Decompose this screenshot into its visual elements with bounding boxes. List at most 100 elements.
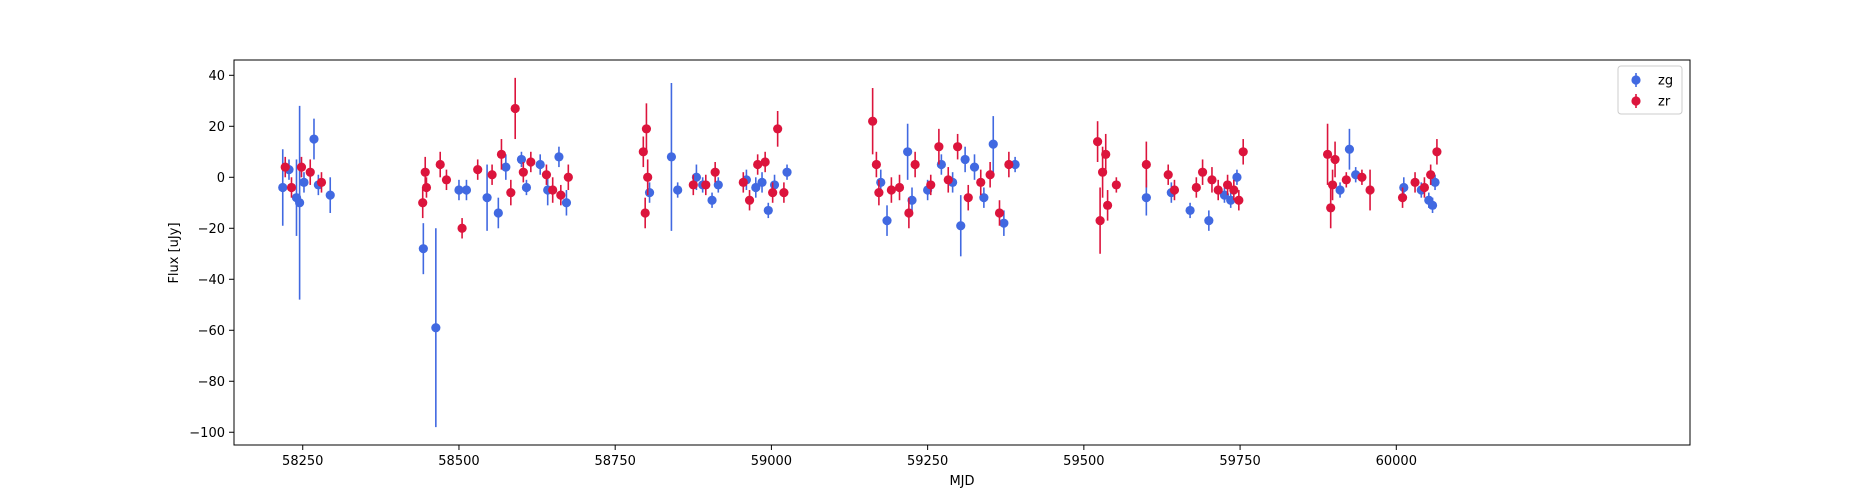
data-point (979, 193, 989, 203)
data-point (418, 244, 428, 254)
data-point (325, 190, 335, 200)
data-point (1204, 216, 1214, 226)
data-point (943, 175, 953, 185)
x-tick-label: 58500 (438, 454, 479, 469)
legend-point-marker (1631, 75, 1641, 85)
x-axis-label: MJD (949, 474, 974, 489)
data-point (976, 177, 986, 187)
data-point (1426, 170, 1436, 180)
data-point (1101, 149, 1111, 159)
data-point (1111, 180, 1121, 190)
data-point (673, 185, 683, 195)
data-point (1330, 154, 1340, 165)
data-point (1427, 200, 1438, 210)
data-point (1430, 177, 1440, 187)
data-point (1419, 182, 1430, 193)
data-point (773, 124, 783, 134)
data-point (518, 167, 528, 177)
y-axis-label: Flux [uJy] (167, 222, 182, 283)
data-point (894, 182, 905, 193)
data-point (641, 124, 652, 134)
data-point (1432, 147, 1442, 157)
data-point (299, 177, 309, 187)
data-point (1397, 193, 1408, 203)
data-point (886, 185, 896, 195)
data-point (782, 167, 792, 177)
y-axis-ticks: −100 −80 −60 −40 −20 0 20 40 (189, 69, 234, 441)
data-point (876, 177, 886, 187)
legend-label: zg (1658, 74, 1673, 89)
data-point (316, 177, 327, 187)
data-point (753, 159, 763, 170)
data-point (1327, 180, 1338, 190)
data-point (963, 193, 973, 203)
data-point (779, 187, 789, 198)
data-point (516, 154, 527, 165)
y-tick-label: −20 (198, 222, 225, 237)
data-point (999, 218, 1009, 228)
data-point (1229, 185, 1239, 195)
data-point (768, 187, 778, 198)
data-point (1213, 185, 1223, 195)
data-point (969, 162, 980, 172)
data-point (988, 139, 998, 149)
marks-layer (278, 77, 1442, 428)
data-point (1169, 185, 1180, 195)
data-point (868, 116, 878, 126)
data-point (1095, 216, 1105, 226)
data-point (707, 195, 717, 205)
x-tick-label: 58250 (282, 454, 323, 469)
legend: zg zr (1617, 65, 1683, 115)
data-point (496, 149, 507, 159)
data-point (1163, 170, 1173, 180)
data-point (286, 182, 297, 193)
data-point (535, 159, 545, 170)
data-point (1365, 185, 1375, 195)
data-point (1344, 144, 1355, 154)
data-point (738, 177, 748, 187)
x-axis-ticks: 58250 58500 58750 59000 59250 59500 59750 60000 (282, 445, 1417, 469)
data-point (763, 205, 773, 216)
data-point (1222, 180, 1233, 190)
data-point (554, 152, 564, 162)
legend-entry-zr: zr (1631, 94, 1671, 110)
data-point (421, 182, 432, 193)
y-tick-label: −80 (198, 375, 225, 390)
data-point (713, 180, 723, 190)
data-point (644, 187, 655, 198)
x-tick-label: 59750 (1219, 454, 1260, 469)
data-point (956, 221, 966, 231)
data-point (994, 208, 1005, 218)
data-point (1141, 193, 1151, 203)
y-tick-label: 40 (208, 69, 225, 84)
data-point (1326, 203, 1336, 213)
data-point (904, 208, 914, 218)
data-point (926, 180, 936, 190)
legend-label: zr (1658, 95, 1671, 110)
data-point (903, 147, 913, 157)
data-point (985, 170, 995, 180)
data-point (1004, 159, 1014, 170)
y-tick-label: −100 (189, 426, 225, 441)
data-point (561, 198, 572, 208)
data-point (493, 208, 503, 218)
x-tick-label: 59000 (751, 454, 792, 469)
data-point (457, 223, 467, 233)
data-point (510, 103, 520, 114)
data-point (701, 180, 711, 190)
data-point (454, 185, 464, 195)
data-point (744, 195, 755, 205)
data-point (666, 152, 677, 162)
data-point (1098, 167, 1108, 177)
x-tick-label: 59500 (1063, 454, 1104, 469)
data-point (556, 190, 566, 200)
data-point (1410, 177, 1420, 187)
plot-frame (233, 59, 1691, 446)
data-point (638, 147, 648, 157)
data-point (882, 216, 892, 226)
y-tick-label: 0 (217, 171, 225, 186)
data-point (563, 172, 573, 182)
data-point (526, 157, 536, 167)
